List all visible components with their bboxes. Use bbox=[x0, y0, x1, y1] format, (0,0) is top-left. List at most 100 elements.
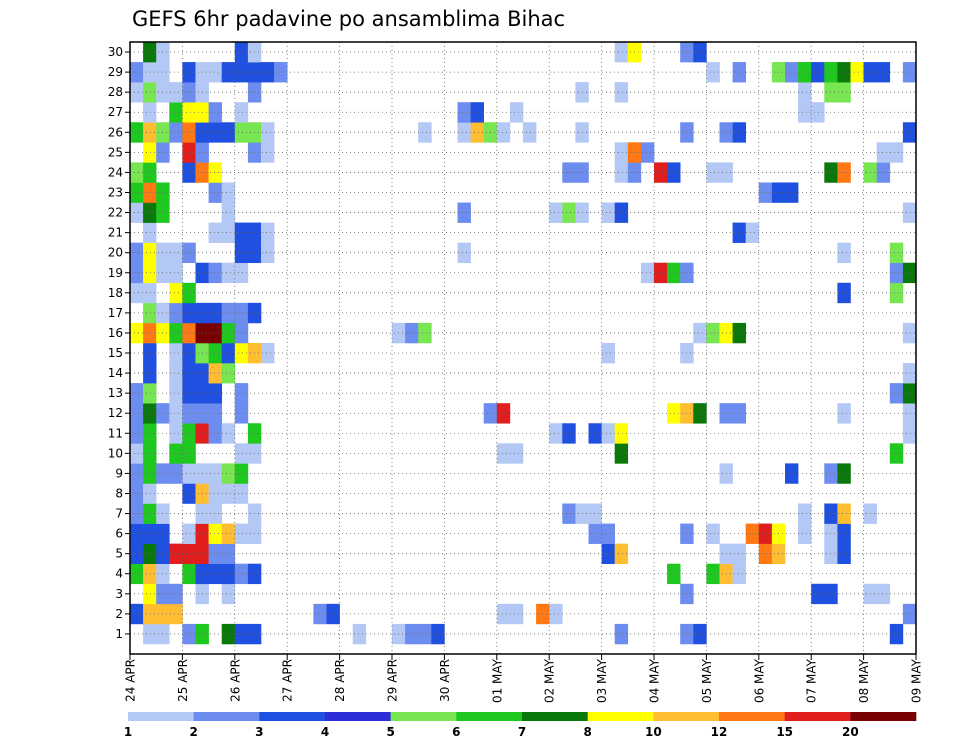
heatmap-cell-m21-t7 bbox=[221, 222, 236, 243]
heatmap-cell-m18-t4 bbox=[182, 282, 196, 304]
heatmap-cell-m29-t1 bbox=[143, 62, 157, 83]
y-tick-label-22: 22 bbox=[108, 206, 123, 220]
heatmap-cell-m12-t46 bbox=[732, 403, 746, 424]
x-tick-label-11: 05 MAY bbox=[700, 658, 714, 703]
heatmap-cell-m6-t54 bbox=[837, 523, 851, 544]
heatmap-cell-m23-t50 bbox=[785, 182, 799, 203]
x-tick-label-6: 30 APR bbox=[438, 659, 452, 702]
heatmap-cell-m30-t8 bbox=[234, 42, 249, 63]
heatmap-cell-m29-t46 bbox=[732, 62, 746, 83]
heatmap-cell-m29-t44 bbox=[706, 62, 720, 83]
heatmap-cell-m5-t0 bbox=[130, 543, 144, 565]
heatmap-cell-m18-t0 bbox=[130, 282, 144, 304]
heatmap-cell-m10-t4 bbox=[182, 443, 196, 464]
heatmap-cell-m26-t4 bbox=[182, 122, 196, 143]
heatmap-cell-m11-t4 bbox=[182, 423, 196, 444]
x-tick-label-14: 08 MAY bbox=[857, 658, 871, 703]
y-tick-label-30: 30 bbox=[108, 45, 123, 59]
heatmap-cell-m14-t1 bbox=[143, 363, 157, 384]
heatmap-cell-m5-t7 bbox=[221, 543, 236, 565]
heatmap-cell-m9-t3 bbox=[169, 463, 183, 484]
heatmap-cell-m22-t25 bbox=[457, 202, 471, 223]
heatmap-cell-m1-t22 bbox=[418, 623, 432, 645]
heatmap-cell-m10-t3 bbox=[169, 443, 183, 464]
heatmap-cell-m3-t1 bbox=[143, 583, 157, 605]
heatmap-cell-m11-t7 bbox=[221, 423, 236, 444]
heatmap-cell-m6-t51 bbox=[798, 523, 812, 544]
heatmap-cell-m12-t59 bbox=[902, 403, 917, 424]
heatmap-cell-m22-t33 bbox=[562, 202, 576, 223]
colorbar-label-2: 2 bbox=[189, 725, 197, 739]
heatmap-cell-m26-t30 bbox=[523, 122, 537, 143]
heatmap-cell-m3-t7 bbox=[221, 583, 236, 605]
heatmap-cell-m9-t50 bbox=[785, 463, 799, 484]
heatmap-cell-m22-t0 bbox=[130, 202, 144, 223]
heatmap-cell-m22-t1 bbox=[143, 202, 157, 223]
heatmap-cell-m16-t7 bbox=[221, 322, 236, 344]
heatmap-cell-m14-t59 bbox=[902, 363, 917, 384]
heatmap-cell-m7-t51 bbox=[798, 503, 812, 524]
heatmap-cell-m26-t25 bbox=[457, 122, 471, 143]
heatmap-cell-m10-t29 bbox=[509, 443, 524, 464]
heatmap-cell-m4-t7 bbox=[221, 563, 236, 585]
heatmap-cell-m29-t11 bbox=[274, 62, 288, 83]
heatmap-cell-m7-t0 bbox=[130, 503, 144, 524]
heatmap-cell-m6-t6 bbox=[208, 523, 222, 544]
heatmap-cell-m24-t6 bbox=[208, 162, 222, 183]
heatmap-cell-m15-t36 bbox=[601, 342, 615, 364]
heatmap-cell-m24-t33 bbox=[562, 162, 576, 183]
heatmap-cell-m14-t6 bbox=[208, 363, 222, 384]
heatmap-cell-m9-t54 bbox=[837, 463, 851, 484]
heatmap-cell-m24-t1 bbox=[143, 162, 157, 183]
y-tick-label-11: 11 bbox=[108, 426, 123, 440]
y-tick-label-24: 24 bbox=[108, 165, 123, 179]
heatmap-cell-m22-t59 bbox=[902, 202, 917, 223]
heatmap-cell-m1-t17 bbox=[352, 623, 367, 645]
heatmap-cell-m19-t6 bbox=[208, 262, 222, 284]
heatmap-cell-m13-t4 bbox=[182, 383, 196, 404]
heatmap-cell-m26-t6 bbox=[208, 122, 222, 143]
heatmap-cell-m18-t3 bbox=[169, 282, 183, 304]
heatmap-cell-m16-t22 bbox=[418, 322, 432, 344]
colorbar-label-15: 15 bbox=[776, 725, 793, 739]
heatmap-cell-m16-t44 bbox=[706, 322, 720, 344]
y-tick-label-27: 27 bbox=[108, 105, 123, 119]
heatmap-cell-m17-t4 bbox=[182, 302, 196, 324]
colorbar-label-6: 6 bbox=[452, 725, 460, 739]
colorbar-swatch-4 bbox=[325, 712, 391, 721]
heatmap-cell-m6-t48 bbox=[758, 523, 773, 544]
heatmap-cell-m28-t51 bbox=[798, 82, 812, 103]
grid-lines bbox=[130, 42, 916, 654]
heatmap-cell-m12-t28 bbox=[496, 403, 511, 424]
heatmap-cell-m15-t7 bbox=[221, 342, 236, 364]
heatmap-cell-m3-t57 bbox=[876, 583, 891, 605]
heatmap-cell-m11-t35 bbox=[588, 423, 602, 444]
heatmap-cell-m25-t1 bbox=[143, 142, 157, 163]
colorbar-swatch-10 bbox=[719, 712, 785, 721]
heatmap-cell-m18-t58 bbox=[889, 282, 904, 304]
heatmap-cell-m26-t10 bbox=[261, 122, 275, 143]
heatmap-cell-m20-t10 bbox=[261, 242, 275, 264]
heatmap-cell-m27-t6 bbox=[208, 102, 222, 123]
heatmap-cell-m13-t58 bbox=[889, 383, 904, 404]
heatmap-cell-m27-t51 bbox=[798, 102, 812, 123]
heatmap-cell-m6-t0 bbox=[130, 523, 144, 544]
heatmap-cell-m13-t8 bbox=[234, 383, 249, 404]
heatmap-cell-m20-t1 bbox=[143, 242, 157, 264]
heatmap-cell-m23-t6 bbox=[208, 182, 222, 203]
x-axis: 24 APR 25 APR 26 APR 27 APR 28 APR 29 APR 30 A… bbox=[124, 654, 924, 703]
x-tick-label-3: 27 APR bbox=[281, 659, 295, 702]
heatmap-cell-m19-t0 bbox=[130, 262, 144, 284]
heatmap-cell-m19-t3 bbox=[169, 262, 183, 284]
heatmap-cell-m8-t4 bbox=[182, 483, 196, 504]
heatmap-cell-m2-t32 bbox=[549, 603, 563, 625]
heatmap-cell-m20-t3 bbox=[169, 242, 183, 264]
heatmap-cell-m5-t4 bbox=[182, 543, 196, 565]
y-tick-label-5: 5 bbox=[115, 547, 123, 561]
heatmap-cell-m29-t50 bbox=[785, 62, 799, 83]
heatmap-cell-m3-t52 bbox=[811, 583, 825, 605]
heatmap-cell-m21-t1 bbox=[143, 222, 157, 243]
heatmap-cell-m27-t3 bbox=[169, 102, 183, 123]
heatmap-cell-m20-t4 bbox=[182, 242, 196, 264]
heatmap-cell-m4-t4 bbox=[182, 563, 196, 585]
